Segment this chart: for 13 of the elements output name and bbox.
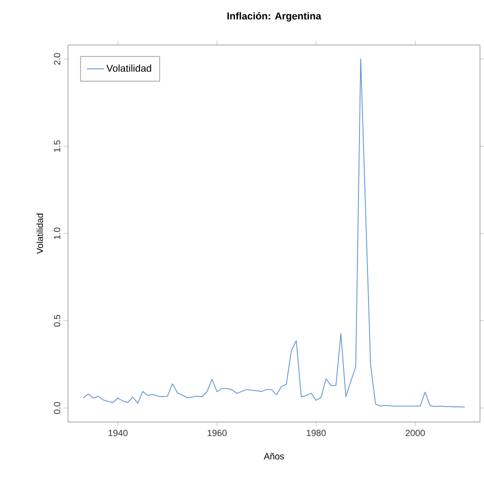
y-axis-title: Volatilidad [36, 214, 44, 254]
x-axis-title: Años [264, 452, 284, 460]
y-tick-label: 0.0 [54, 402, 60, 414]
x-tick-label: 2000 [406, 430, 425, 436]
x-tick-label: 1960 [208, 430, 227, 436]
x-tick-label: 1980 [306, 430, 326, 436]
y-tick-label: 1.0 [54, 228, 60, 240]
y-tick-label: 2.0 [54, 53, 60, 65]
y-tick-label: 1.5 [54, 140, 60, 152]
chart-title: Inflación: Argentina [227, 12, 322, 22]
y-tick-label: 0.5 [54, 314, 60, 327]
legend-label: Volatilidad [106, 64, 152, 72]
x-tick-label: 1940 [108, 430, 128, 436]
